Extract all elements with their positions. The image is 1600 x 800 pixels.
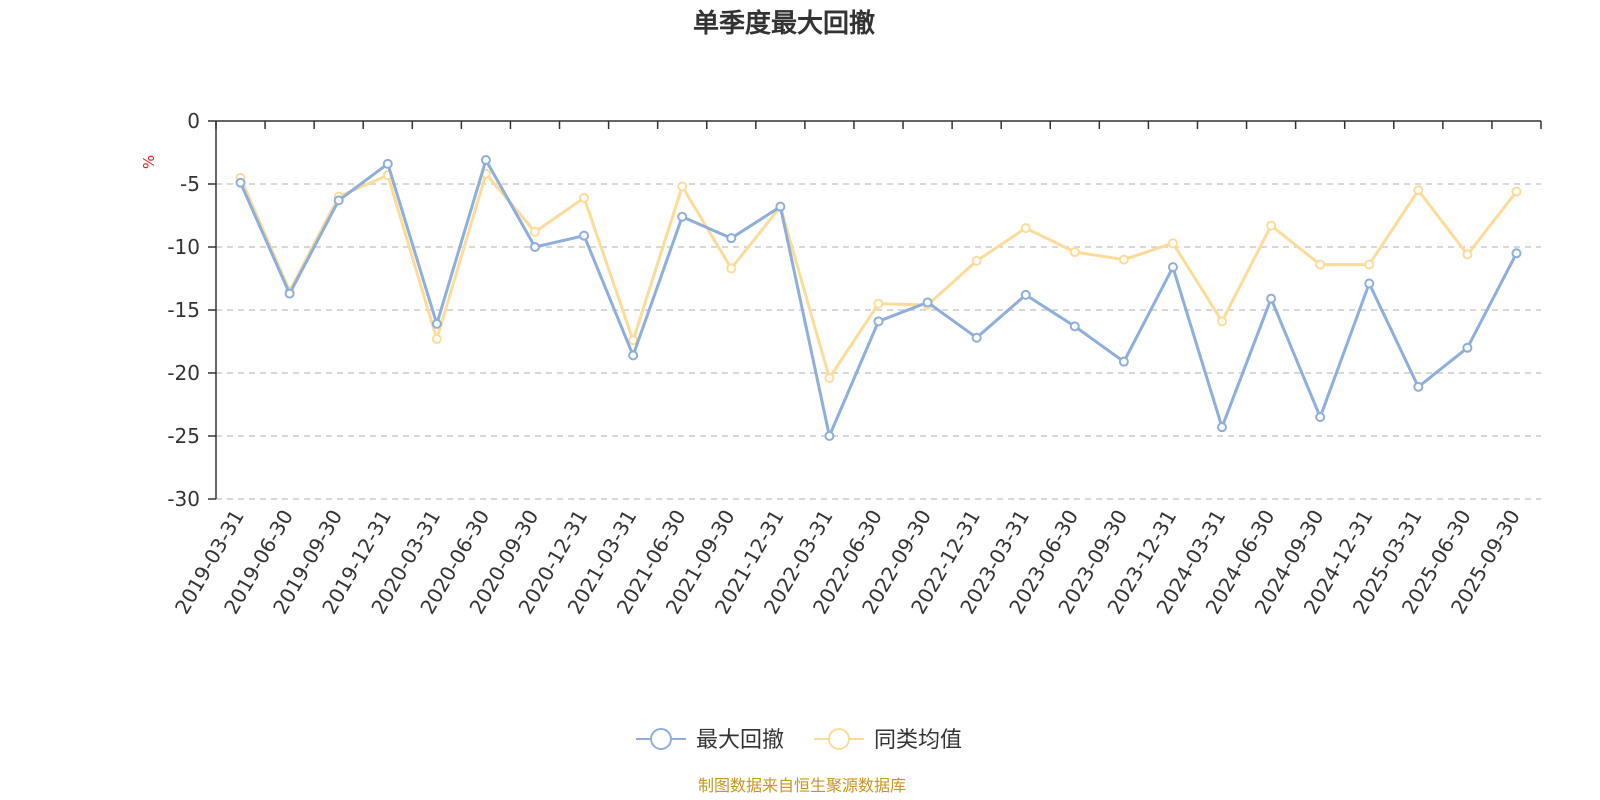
data-point	[1413, 185, 1424, 196]
legend[interactable]: 最大回撤 同类均值	[636, 728, 962, 753]
y-tick-label: -10	[167, 235, 200, 259]
series-lines	[235, 155, 1522, 441]
data-point	[284, 288, 295, 299]
y-tick-labels: 0 -5 -10 -15 -20 -25 -30	[167, 109, 200, 511]
data-point	[1069, 247, 1080, 258]
data-point	[1462, 342, 1473, 353]
data-point	[726, 263, 737, 274]
legend-swatch-marker	[650, 728, 672, 750]
data-point	[873, 298, 884, 309]
data-point	[333, 195, 344, 206]
source-note: 制图数据来自恒生聚源数据库	[698, 776, 906, 795]
legend-item-max-drawdown[interactable]: 最大回撤	[636, 728, 784, 753]
data-point	[529, 242, 540, 252]
y-tick-label: -15	[167, 298, 200, 322]
data-point	[431, 318, 442, 329]
data-point	[1462, 249, 1473, 260]
data-point	[1020, 289, 1031, 300]
data-point	[1069, 321, 1080, 332]
data-point	[1167, 262, 1178, 273]
data-point	[1167, 238, 1178, 249]
legend-item-peer-average[interactable]: 同类均值	[814, 728, 962, 753]
chart-title: 单季度最大回撤	[693, 8, 875, 39]
data-point	[1118, 356, 1129, 367]
data-point	[726, 233, 737, 244]
data-point	[431, 333, 442, 344]
data-point	[579, 230, 590, 241]
data-point	[873, 316, 884, 327]
y-tick-label: 0	[187, 109, 200, 133]
y-tick-label: -20	[167, 361, 200, 385]
x-tick-labels: 2019-03-312019-06-302019-09-302019-12-31…	[170, 506, 1525, 619]
legend-label: 最大回撤	[696, 728, 784, 753]
y-axis-unit-label: %	[140, 155, 158, 169]
data-point	[971, 332, 982, 343]
data-point	[1364, 259, 1375, 270]
data-point	[824, 431, 835, 441]
data-point	[1266, 220, 1277, 231]
data-point	[1217, 316, 1228, 327]
data-point	[1315, 259, 1326, 270]
data-point	[677, 181, 688, 192]
data-point	[971, 255, 982, 266]
data-point	[1118, 254, 1129, 265]
legend-label: 同类均值	[874, 728, 962, 753]
y-tick-label: -30	[167, 487, 200, 511]
series-line-peer-average	[239, 172, 1518, 380]
data-point	[1413, 381, 1424, 392]
data-point	[824, 373, 835, 384]
data-point	[1511, 248, 1522, 259]
legend-swatch-marker	[828, 728, 850, 750]
axes	[208, 120, 1542, 500]
data-point	[1364, 278, 1375, 289]
data-point	[677, 211, 688, 222]
data-point	[1266, 293, 1277, 304]
data-point	[1217, 422, 1228, 433]
data-point	[628, 350, 639, 361]
data-point	[1020, 223, 1031, 234]
grid-lines	[216, 183, 1541, 500]
y-tick-label: -25	[167, 424, 200, 448]
series-line-max-drawdown	[239, 158, 1518, 438]
y-tick-label: -5	[180, 172, 200, 196]
data-point	[1511, 186, 1522, 197]
data-point	[382, 158, 393, 169]
data-point	[235, 177, 246, 188]
data-point	[579, 192, 590, 203]
data-point	[775, 201, 786, 212]
data-point	[1315, 412, 1326, 423]
data-point	[480, 155, 491, 166]
data-point	[922, 297, 933, 308]
data-point	[529, 226, 540, 237]
